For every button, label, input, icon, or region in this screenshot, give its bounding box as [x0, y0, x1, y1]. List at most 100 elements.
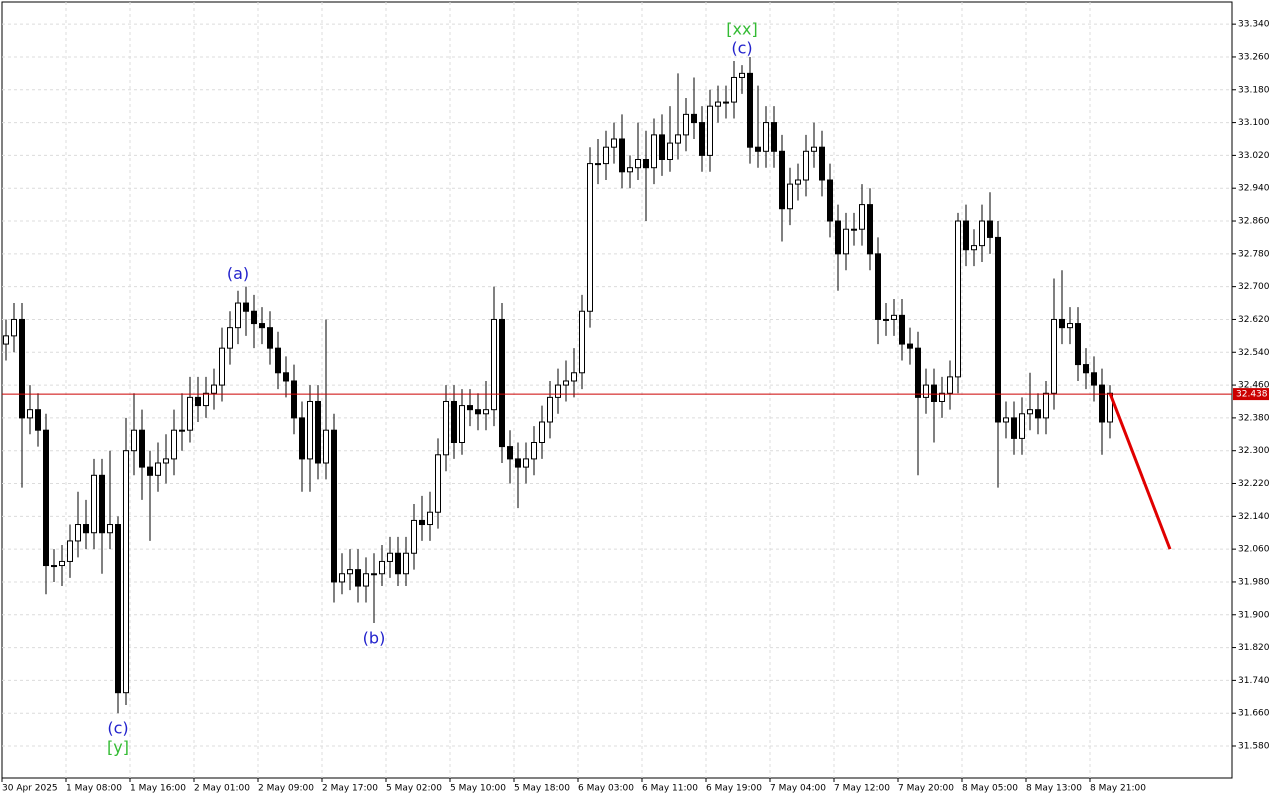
candle-body: [187, 396, 193, 431]
candle-body: [1067, 323, 1073, 329]
x-tick-label: 1 May 16:00: [130, 784, 186, 794]
candle-body: [539, 421, 545, 443]
candle-body: [659, 134, 665, 160]
y-tick-label: 32.220: [1238, 479, 1270, 489]
x-tick-label: 8 May 05:00: [962, 784, 1018, 794]
candle-body: [931, 384, 937, 402]
x-tick-label: 1 May 08:00: [66, 784, 122, 794]
x-tick-label: 8 May 13:00: [1026, 784, 1082, 794]
candle-body: [875, 253, 881, 320]
wave-label: (a): [227, 264, 249, 283]
candle-body: [451, 400, 457, 443]
y-tick-label: 32.780: [1238, 249, 1270, 259]
candle-body: [779, 150, 785, 210]
candle-body: [387, 552, 393, 562]
candle-body: [571, 372, 577, 382]
candle-body: [331, 429, 337, 583]
candle-body: [1075, 323, 1081, 366]
y-tick-label: 32.460: [1238, 381, 1270, 391]
y-tick-label: 33.260: [1238, 52, 1270, 62]
candle-body: [731, 76, 737, 103]
candle-body: [515, 458, 521, 468]
candle-body: [427, 511, 433, 526]
candle-body: [1059, 318, 1065, 329]
candle-body: [163, 458, 169, 464]
plot-frame: [1, 1, 1233, 779]
candle-body: [955, 220, 961, 378]
candle-body: [803, 150, 809, 181]
x-tick-label: 7 May 12:00: [834, 784, 890, 794]
candle-body: [923, 384, 929, 398]
candle-body: [243, 302, 249, 312]
y-tick-label: 31.740: [1238, 676, 1270, 686]
wave-label: [xx]: [726, 20, 757, 39]
candle-body: [947, 376, 953, 394]
candle-body: [35, 409, 41, 431]
candle-body: [555, 384, 561, 398]
candle-body: [195, 396, 201, 407]
candle-body: [1043, 392, 1049, 419]
candle-body: [627, 167, 633, 173]
y-tick-label: 33.180: [1238, 85, 1270, 95]
candle-body: [467, 405, 473, 411]
forecast-line: [1108, 392, 1172, 550]
candle-body: [843, 228, 849, 255]
candle-body: [851, 228, 857, 231]
x-tick-label: 30 Apr 2025: [2, 784, 58, 794]
current-price-label: 32.438: [1236, 390, 1268, 400]
candle-body: [267, 327, 273, 349]
candle-body: [363, 573, 369, 587]
candle-body: [563, 380, 569, 386]
candle-body: [91, 474, 97, 534]
candle-body: [307, 400, 313, 460]
x-tick-label: 2 May 09:00: [258, 784, 314, 794]
candle-body: [99, 474, 105, 534]
candle-body: [507, 446, 513, 460]
y-tick-label: 32.700: [1238, 282, 1270, 292]
candle-body: [131, 429, 137, 452]
y-tick-label: 32.860: [1238, 217, 1270, 227]
candle-body: [339, 573, 345, 583]
candle-body: [971, 245, 977, 251]
candle-body: [907, 343, 913, 349]
wave-label: (c): [107, 719, 128, 738]
y-tick-label: 32.620: [1238, 315, 1270, 325]
candle-body: [939, 392, 945, 402]
candle-body: [179, 429, 185, 432]
candle-body: [683, 113, 689, 136]
wave-label: [y]: [107, 738, 129, 757]
x-tick-label: 2 May 17:00: [322, 784, 378, 794]
candle-body: [691, 113, 697, 124]
x-tick-label: 7 May 04:00: [770, 784, 826, 794]
candle-body: [1099, 384, 1105, 423]
candle-body: [139, 429, 145, 468]
y-tick-label: 32.300: [1238, 446, 1270, 456]
candle-body: [299, 417, 305, 460]
candle-body: [371, 573, 377, 576]
x-tick-label: 5 May 10:00: [450, 784, 506, 794]
candle-body: [755, 146, 761, 152]
candle-body: [859, 204, 865, 230]
candle-body: [403, 552, 409, 575]
x-tick-label: 2 May 01:00: [194, 784, 250, 794]
candle-body: [395, 552, 401, 575]
y-tick-label: 32.540: [1238, 348, 1270, 358]
candle-body: [1003, 417, 1009, 423]
candle-body: [891, 314, 897, 320]
candle-body: [827, 179, 833, 222]
x-tick-label: 5 May 18:00: [514, 784, 570, 794]
candle-body: [835, 220, 841, 255]
candle-body: [979, 220, 985, 247]
current-price-box: [1233, 388, 1269, 401]
candle-body: [867, 204, 873, 255]
candle-body: [651, 134, 657, 169]
candle-body: [11, 318, 17, 337]
candle-body: [43, 429, 49, 567]
candle-body: [715, 101, 721, 107]
candle-body: [291, 380, 297, 419]
candle-body: [19, 318, 25, 419]
candle-body: [635, 158, 641, 169]
candle-body: [227, 327, 233, 349]
